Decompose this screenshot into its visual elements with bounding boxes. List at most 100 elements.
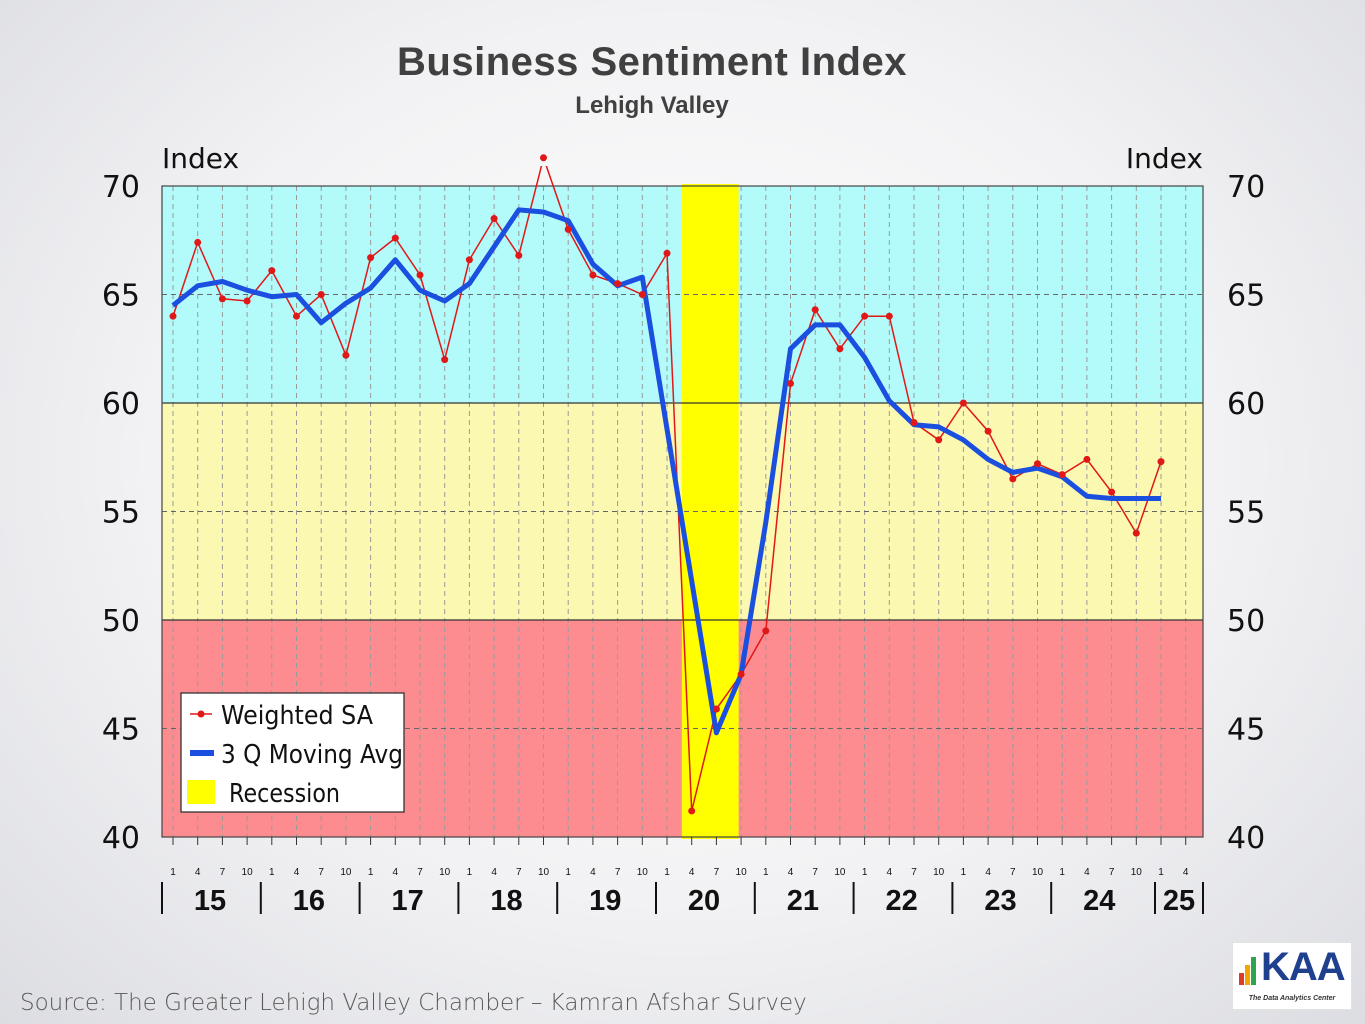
weighted-sa-point: [737, 670, 745, 678]
x-tick-label: 7: [812, 867, 818, 878]
x-tick-label: 10: [736, 867, 748, 878]
weighted-sa-point: [465, 256, 473, 264]
y-tick-label-right: 40: [1227, 821, 1265, 856]
weighted-sa-point: [787, 379, 794, 387]
y-tick-label-left: 65: [102, 279, 140, 314]
year-label: 17: [392, 885, 424, 917]
y-tick-label-right: 70: [1227, 170, 1265, 205]
year-label: 15: [194, 885, 226, 917]
weighted-sa-point: [243, 297, 251, 305]
x-tick-label: 7: [220, 867, 226, 878]
y-tick-label-left: 70: [102, 170, 140, 205]
weighted-sa-point: [218, 295, 226, 303]
x-tick-label: 10: [242, 867, 254, 878]
weighted-sa-point: [540, 154, 547, 162]
x-tick-label: 1: [763, 867, 769, 878]
x-tick-label: 4: [393, 867, 399, 878]
year-label: 20: [688, 885, 720, 917]
y-tick-label-left: 50: [102, 604, 140, 639]
y-axis-title-left: Index: [162, 142, 239, 175]
weighted-sa-point: [984, 427, 992, 435]
year-label: 22: [886, 885, 918, 917]
weighted-sa-point: [342, 351, 350, 359]
year-label: 23: [984, 885, 1016, 917]
weighted-sa-point: [836, 345, 844, 353]
x-tick-label: 10: [340, 867, 352, 878]
weighted-sa-point: [762, 627, 770, 635]
legend-label-moving-avg: 3 Q Moving Avg: [221, 740, 403, 770]
y-tick-label-right: 60: [1227, 387, 1265, 422]
weighted-sa-point: [391, 234, 399, 242]
year-label: 21: [787, 885, 819, 917]
x-tick-label: 7: [1109, 867, 1115, 878]
x-tick-label: 1: [170, 867, 176, 878]
x-tick-label: 4: [887, 867, 893, 878]
weighted-sa-point: [367, 254, 375, 262]
weighted-sa-point: [935, 436, 943, 444]
x-tick-label: 1: [368, 867, 374, 878]
x-tick-label: 4: [985, 867, 991, 878]
moving-avg-line: [171, 207, 1161, 736]
x-tick-label: 1: [269, 867, 275, 878]
weighted-sa-point: [959, 399, 967, 407]
x-tick-label: 4: [590, 867, 596, 878]
legend-box: [180, 692, 405, 813]
x-tick-label: 10: [933, 867, 945, 878]
x-tick-label: 4: [195, 867, 201, 878]
chart-title: Business Sentiment Index: [397, 40, 907, 84]
weighted-sa-point: [712, 705, 720, 713]
weighted-sa-point: [1009, 475, 1017, 483]
y-axis-title-right: Index: [1126, 142, 1203, 175]
weighted-sa-point: [416, 271, 424, 279]
year-label: 18: [490, 885, 522, 917]
x-tick-label: 7: [417, 867, 423, 878]
legend-weighted-sa-dot-icon: [197, 710, 205, 718]
y-tick-label-left: 55: [102, 496, 140, 531]
x-tick-label: 7: [911, 867, 917, 878]
x-tick-label: 4: [788, 867, 794, 878]
x-tick-label: 4: [689, 867, 695, 878]
weighted-sa-point: [317, 291, 325, 298]
x-tick-label: 4: [294, 867, 300, 878]
y-tick-label-left: 40: [102, 821, 140, 856]
x-tick-label: 1: [467, 867, 473, 878]
x-tick-label: 1: [664, 867, 670, 878]
x-tick-label: 1: [862, 867, 868, 878]
y-tick-label-right: 45: [1227, 713, 1265, 748]
kaa-logo: KAA The Data Analytics Center: [1232, 942, 1352, 1010]
x-tick-label: 10: [1032, 867, 1044, 878]
weighted-sa-point: [441, 356, 449, 364]
weighted-sa-point: [861, 312, 869, 320]
year-label: 16: [293, 885, 325, 917]
x-tick-label: 10: [439, 867, 451, 878]
weighted-sa-point: [1083, 455, 1091, 463]
x-tick-label: 10: [1131, 867, 1143, 878]
x-tick-label: 7: [318, 867, 324, 878]
weighted-sa-point: [1034, 460, 1041, 468]
weighted-sa-point: [515, 251, 523, 259]
y-tick-label-left: 60: [102, 387, 140, 422]
x-tick-label: 10: [637, 867, 649, 878]
x-tick-label: 4: [491, 867, 497, 878]
weighted-sa-point: [293, 312, 300, 320]
weighted-sa-point: [885, 312, 893, 320]
x-tick-label: 7: [714, 867, 720, 878]
weighted-sa-point: [1157, 458, 1165, 466]
weighted-sa-point: [1108, 488, 1116, 496]
y-tick-label-right: 55: [1227, 496, 1265, 531]
y-tick-label-left: 45: [102, 713, 140, 748]
x-tick-label: 7: [516, 867, 522, 878]
year-label: 24: [1083, 885, 1115, 917]
x-tick-label: 10: [538, 867, 550, 878]
weighted-sa-point: [589, 271, 597, 279]
chart-subtitle: Lehigh Valley: [575, 92, 729, 119]
x-tick-label: 4: [1084, 867, 1090, 878]
x-tick-label: 7: [1010, 867, 1016, 878]
weighted-sa-point: [910, 419, 918, 427]
weighted-sa-point: [663, 249, 671, 257]
x-tick-label: 7: [615, 867, 621, 878]
weighted-sa-point: [1132, 529, 1140, 537]
legend-label-weighted-sa: Weighted SA: [221, 701, 373, 731]
x-tick-label: 1: [1059, 867, 1065, 878]
